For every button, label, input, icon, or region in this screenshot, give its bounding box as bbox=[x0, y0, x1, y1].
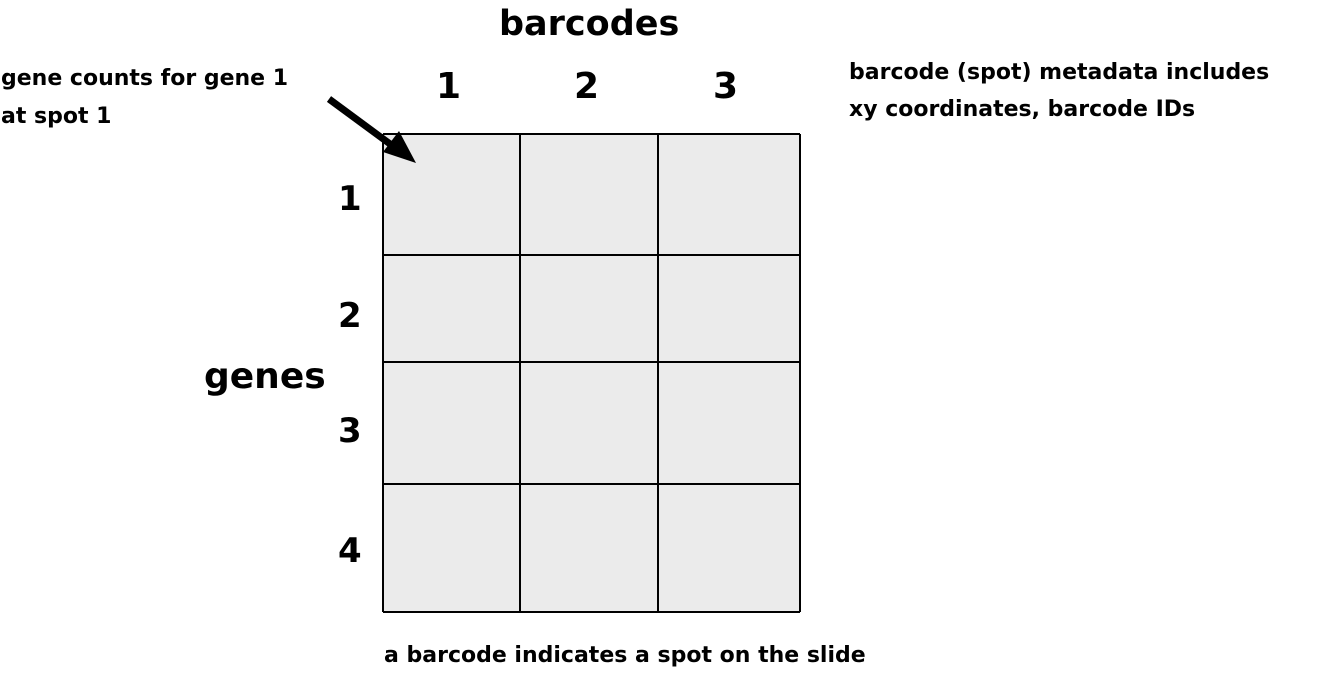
arrow-annotation-line-2: at spot 1 bbox=[1, 104, 112, 129]
matrix-cell-gene-3-barcode-1 bbox=[383, 362, 520, 484]
matrix-cell-gene-2-barcode-2 bbox=[520, 255, 658, 362]
column-label: 2 bbox=[574, 66, 600, 107]
row-label: 1 bbox=[338, 179, 362, 219]
column-label: 3 bbox=[713, 66, 739, 107]
arrow-icon bbox=[326, 96, 416, 163]
arrow-annotation-line-1: gene counts for gene 1 bbox=[1, 66, 289, 91]
matrix-cell-gene-2-barcode-1 bbox=[383, 255, 520, 362]
row-label: 2 bbox=[338, 296, 362, 336]
metadata-note-line-2: xy coordinates, barcode IDs bbox=[849, 97, 1196, 122]
matrix-cells bbox=[383, 134, 800, 612]
matrix-cell-gene-1-barcode-2 bbox=[520, 134, 658, 255]
column-axis-title: barcodes bbox=[499, 4, 680, 44]
matrix-cell-gene-3-barcode-3 bbox=[658, 362, 800, 484]
metadata-note-line-1: barcode (spot) metadata includes bbox=[849, 60, 1270, 85]
matrix-cell-gene-2-barcode-3 bbox=[658, 255, 800, 362]
matrix-cell-gene-1-barcode-3 bbox=[658, 134, 800, 255]
row-label: 3 bbox=[338, 411, 362, 451]
column-label: 1 bbox=[436, 66, 462, 107]
row-label: 4 bbox=[338, 531, 362, 571]
matrix-grid-lines bbox=[382, 133, 801, 613]
matrix-cell-gene-4-barcode-2 bbox=[520, 484, 658, 612]
matrix-cell-gene-4-barcode-1 bbox=[383, 484, 520, 612]
matrix-cell-gene-3-barcode-2 bbox=[520, 362, 658, 484]
caption: a barcode indicates a spot on the slide bbox=[384, 643, 866, 668]
matrix-cell-gene-4-barcode-3 bbox=[658, 484, 800, 612]
row-axis-title: genes bbox=[204, 356, 326, 397]
